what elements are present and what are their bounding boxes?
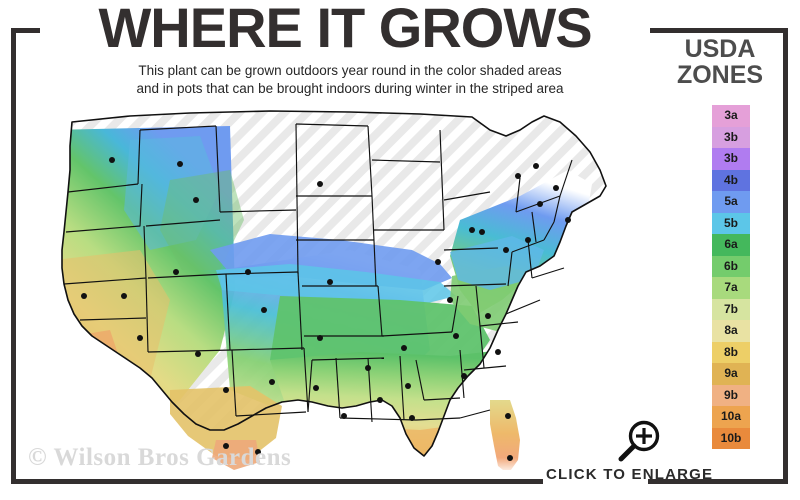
- midwest-transition-band: [216, 264, 456, 306]
- watermark: © Wilson Bros Gardens: [28, 444, 292, 471]
- zone-swatch-label: 6b: [723, 258, 738, 273]
- zone-swatch-6b-7: 6b: [712, 255, 750, 277]
- page-title: WHERE IT GROWS: [40, 0, 650, 60]
- frame-border-right: [783, 28, 788, 484]
- frame-border-left: [11, 28, 16, 484]
- zone-swatch-label: 3b: [723, 151, 738, 165]
- zone-swatch-7a-8: 7a: [712, 277, 750, 299]
- state-boundaries: [61, 110, 607, 457]
- usda-zone-map[interactable]: [20, 100, 660, 470]
- zone-swatch-8b-11: 8b: [712, 341, 750, 363]
- subtitle-line-2: and in pots that can be brought indoors …: [136, 81, 564, 96]
- great-lakes-cold-band: [450, 236, 544, 290]
- zone-swatch-label: 6a: [724, 237, 738, 251]
- zone-swatch-label: 5b: [723, 215, 738, 230]
- zone-swatch-7b-9: 7b: [712, 298, 750, 320]
- great-basin-cool: [160, 170, 244, 270]
- zone-swatch-label: 5a: [724, 194, 738, 208]
- zone-swatch-8a-10: 8a: [712, 320, 750, 342]
- frame-border-top-right: [648, 28, 788, 33]
- zone-swatch-3b-2: 3b: [712, 148, 750, 170]
- zone-swatch-label: 8a: [724, 323, 738, 337]
- florida-shading: [490, 400, 520, 470]
- zone-swatch-3b-1: 3b: [712, 126, 750, 148]
- zone-swatch-10a-14: 10a: [712, 406, 750, 428]
- zone-swatch-label: 7b: [723, 301, 738, 316]
- zone-legend: 3a 3b 3b 4b 5a 5b 6a 6b 7a 7b 8a 8b 9a 9b 10a 10b: [712, 105, 750, 449]
- zone-swatch-3a-0: 3a: [712, 105, 750, 127]
- zone-swatch-label: 10b: [720, 430, 742, 445]
- zone-swatch-label: 9a: [724, 366, 738, 380]
- magnifier-plus-icon[interactable]: [617, 418, 663, 464]
- zone-swatch-9b-13: 9b: [712, 384, 750, 406]
- zone-swatch-label: 10a: [720, 409, 742, 423]
- zone-swatch-4b-3: 4b: [712, 169, 750, 191]
- city-dots: [81, 157, 571, 461]
- zone-swatch-label: 3b: [723, 129, 738, 144]
- usda-heading-line-1: USDA: [684, 35, 756, 63]
- zone-swatch-label: 4b: [723, 172, 738, 187]
- frame-border-bottom: [11, 479, 788, 484]
- zone-swatch-9a-12: 9a: [712, 363, 750, 385]
- zone-swatch-5b-5: 5b: [712, 212, 750, 234]
- zone-swatch-label: 3a: [724, 108, 738, 122]
- zone-swatch-6a-6: 6a: [712, 234, 750, 256]
- usda-heading-line-2: ZONES: [676, 61, 764, 89]
- frame-border-bottom-segment: [648, 479, 708, 484]
- zone-swatch-label: 7a: [724, 280, 738, 294]
- zone-swatch-10b-15: 10b: [712, 427, 750, 449]
- zone-swatch-5a-4: 5a: [712, 191, 750, 213]
- subtitle: This plant can be grown outdoors year ro…: [55, 62, 645, 98]
- click-to-enlarge-label[interactable]: CLICK TO ENLARGE: [546, 466, 714, 483]
- zone-swatch-label: 8b: [723, 344, 738, 359]
- frame-border-top-left: [11, 28, 46, 33]
- subtitle-line-1: This plant can be grown outdoors year ro…: [138, 63, 562, 78]
- frame-bottom-gap: [543, 479, 648, 486]
- usda-zones-heading: USDA ZONES: [655, 36, 785, 88]
- zone-swatch-label: 9b: [723, 387, 738, 402]
